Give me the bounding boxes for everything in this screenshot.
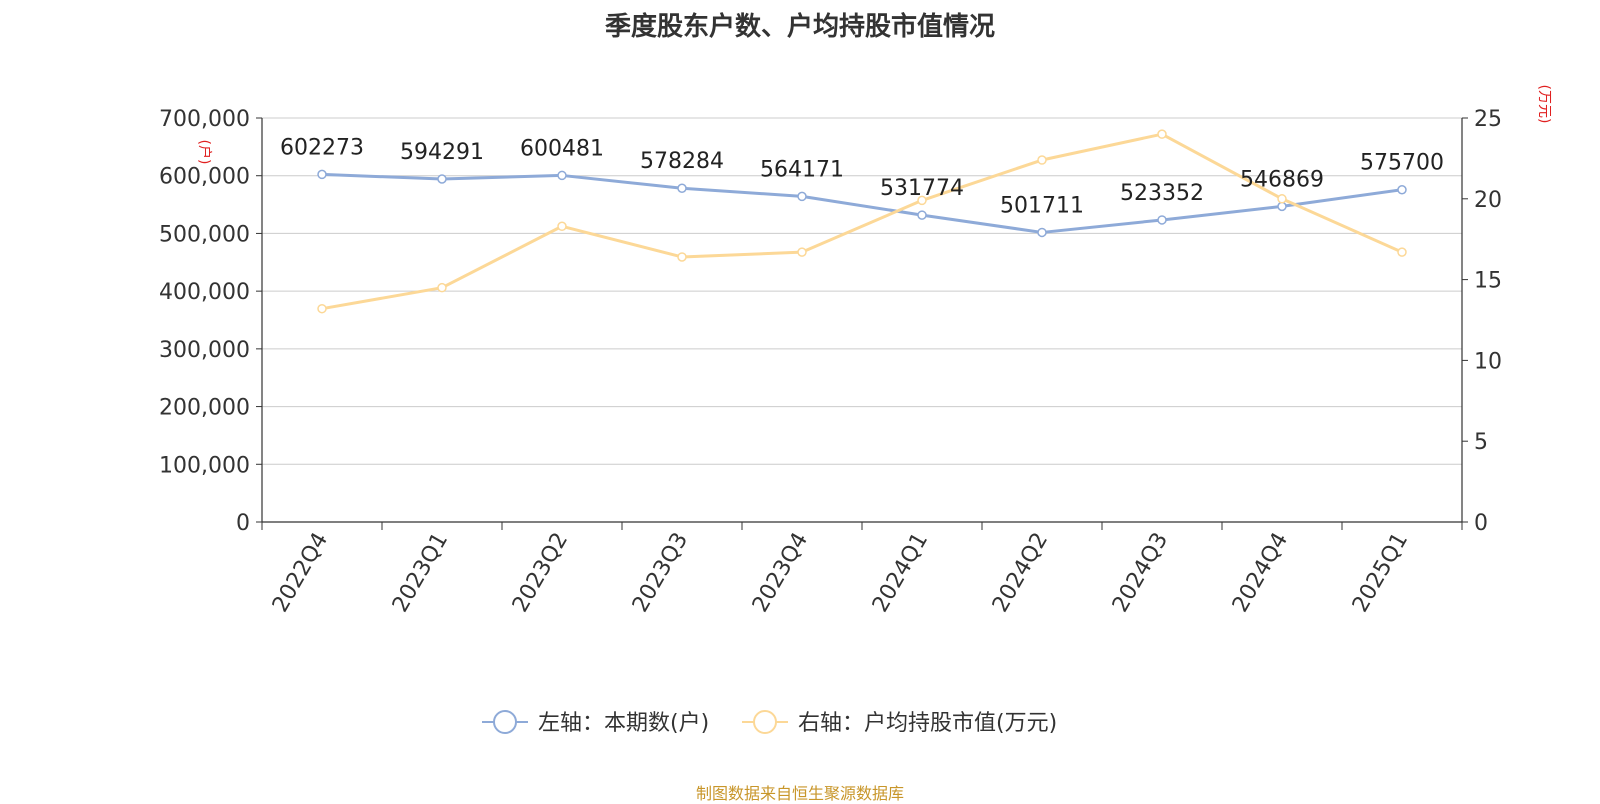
left-tick-label: 0 xyxy=(236,511,250,536)
data-point xyxy=(1157,215,1167,225)
x-tick-label: 2024Q1 xyxy=(868,529,933,617)
x-tick-label: 2024Q3 xyxy=(1108,529,1173,617)
data-point xyxy=(1037,155,1047,165)
data-point xyxy=(677,252,687,262)
data-labels: 602273 594291 600481 578284 564171 531774 5017… xyxy=(280,135,1444,218)
left-tick-label: 700,000 xyxy=(159,107,250,132)
left-tick-label: 100,000 xyxy=(159,453,250,478)
right-tick-label: 25 xyxy=(1474,107,1502,132)
legend-marker xyxy=(753,710,777,734)
legend-marker xyxy=(493,710,517,734)
x-tick-label: 2023Q3 xyxy=(628,529,693,617)
data-point xyxy=(797,191,807,202)
right-axis-unit: (万元) xyxy=(1536,85,1552,124)
data-point xyxy=(1277,194,1287,204)
legend-label: 右轴：户均持股市值(万元) xyxy=(798,711,1057,736)
data-point xyxy=(917,210,927,220)
data-label: 578284 xyxy=(640,149,724,174)
data-label: 600481 xyxy=(520,136,604,161)
x-tick-label: 2023Q2 xyxy=(508,529,573,617)
left-axis-ticks: 0 100,000 200,000 300,000 400,000 500,000 600,… xyxy=(159,107,262,536)
data-point xyxy=(437,282,447,293)
data-point xyxy=(1277,201,1287,212)
data-point xyxy=(1037,227,1047,238)
x-tick-label: 2023Q4 xyxy=(748,529,813,617)
right-tick-label: 10 xyxy=(1474,349,1502,374)
gridlines xyxy=(262,117,1462,465)
data-point xyxy=(677,183,687,193)
right-axis-ticks: 0 5 10 15 20 25 xyxy=(1462,107,1502,536)
right-tick-label: 20 xyxy=(1474,188,1502,213)
x-tick-label: 2024Q2 xyxy=(988,529,1053,617)
data-point xyxy=(1157,129,1167,139)
series-line-1 xyxy=(321,132,1403,311)
series-lines xyxy=(321,132,1403,311)
data-label: 501711 xyxy=(1000,193,1084,218)
source-note: 制图数据来自恒生聚源数据库 xyxy=(695,784,904,803)
x-axis-ticks: 2022Q4 2023Q1 2023Q2 2023Q3 2023Q4 2024Q1 2024… xyxy=(261,522,1463,617)
data-point xyxy=(317,303,327,314)
data-label: 564171 xyxy=(760,157,844,182)
data-label: 602273 xyxy=(280,135,364,160)
data-point xyxy=(1397,184,1407,195)
data-point xyxy=(1397,247,1407,257)
x-tick-label: 2022Q4 xyxy=(268,529,333,617)
data-point xyxy=(557,170,567,181)
legend: 左轴：本期数(户) 右轴：户均持股市值(万元) xyxy=(482,710,1057,736)
series-points xyxy=(317,129,1407,314)
left-tick-label: 600,000 xyxy=(159,165,250,190)
data-point xyxy=(917,195,927,206)
left-tick-label: 300,000 xyxy=(159,338,250,363)
legend-label: 左轴：本期数(户) xyxy=(538,711,709,736)
left-tick-label: 200,000 xyxy=(159,396,250,421)
data-label: 523352 xyxy=(1120,181,1204,206)
left-tick-label: 400,000 xyxy=(159,280,250,305)
data-label: 594291 xyxy=(400,140,484,165)
data-label: 531774 xyxy=(880,176,964,201)
x-tick-label: 2025Q1 xyxy=(1348,529,1413,617)
data-point xyxy=(557,221,567,232)
x-tick-label: 2023Q1 xyxy=(388,529,453,617)
data-point xyxy=(797,247,807,257)
right-tick-label: 0 xyxy=(1474,511,1488,536)
right-tick-label: 5 xyxy=(1474,430,1488,455)
left-axis-unit: (户) xyxy=(196,140,213,165)
data-point xyxy=(317,169,327,180)
right-tick-label: 15 xyxy=(1474,269,1502,294)
data-label: 546869 xyxy=(1240,167,1324,192)
series-line-0 xyxy=(321,172,1403,234)
chart-title: 季度股东户数、户均持股市值情况 xyxy=(604,12,995,42)
axis-unit-labels: (户) (万元) xyxy=(196,85,1552,165)
data-point xyxy=(437,174,447,184)
data-label: 575700 xyxy=(1360,151,1444,176)
x-tick-label: 2024Q4 xyxy=(1228,529,1293,617)
left-tick-label: 500,000 xyxy=(159,222,250,247)
